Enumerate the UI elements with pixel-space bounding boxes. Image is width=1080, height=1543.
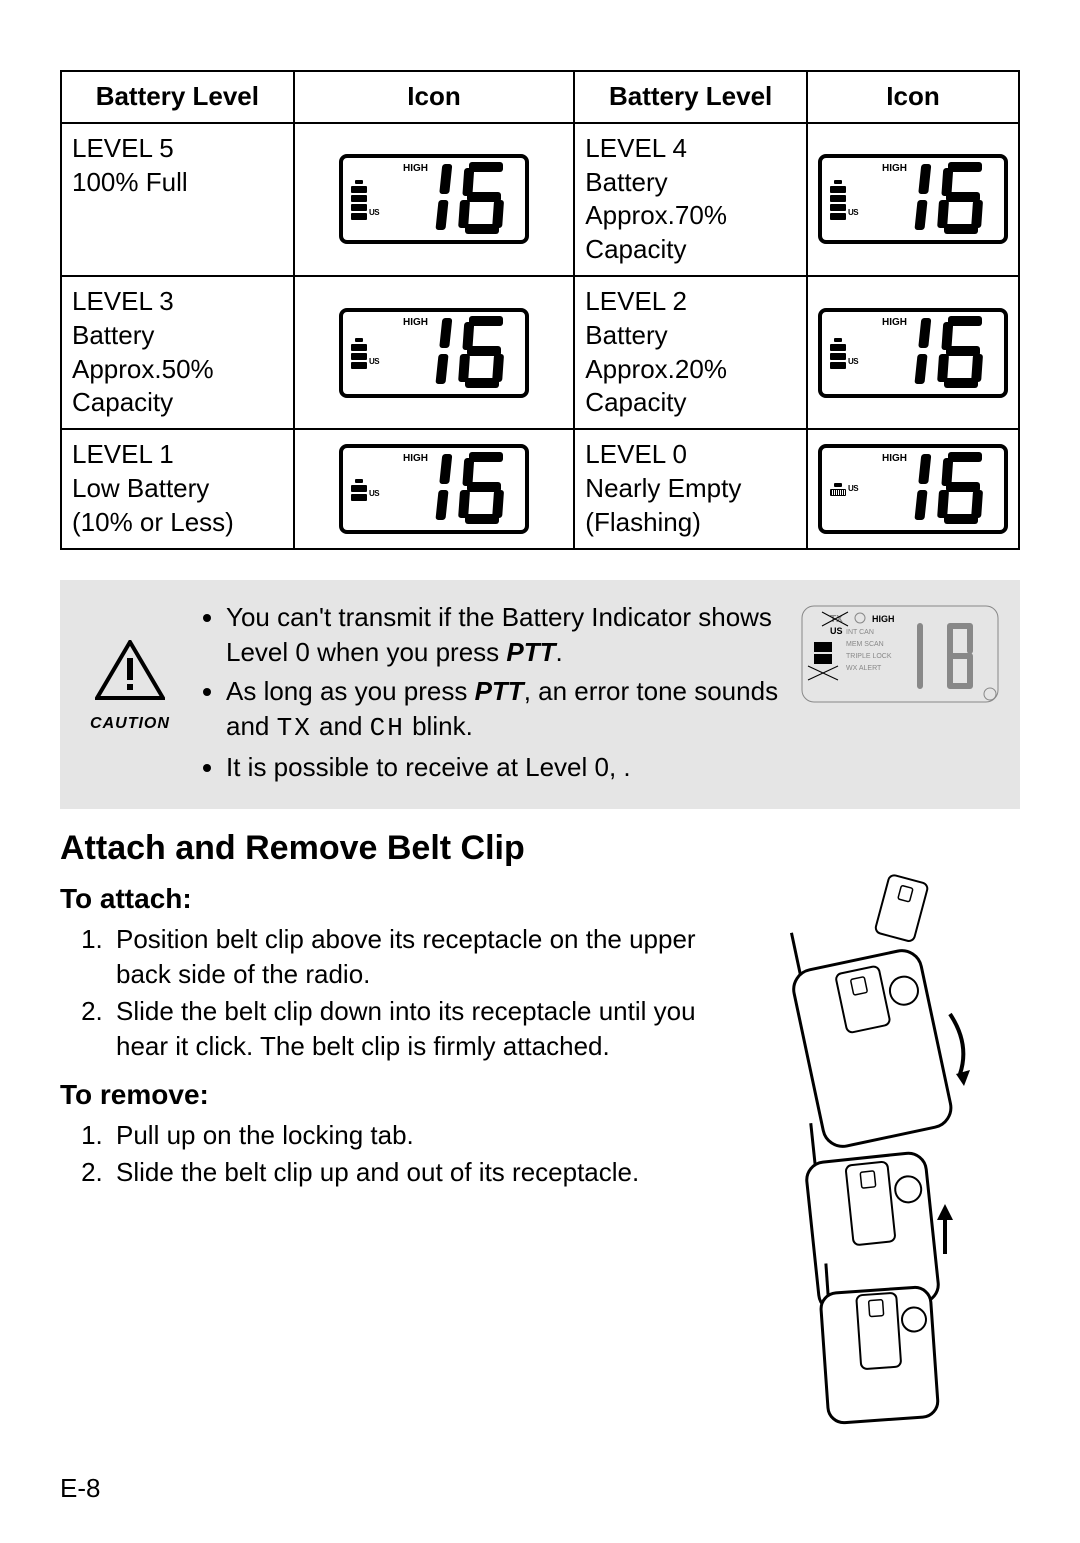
level-description: LEVEL 5100% Full — [61, 123, 294, 276]
level-icon-cell: US HIGH — [294, 123, 575, 276]
caution-label: CAUTION — [80, 713, 180, 735]
high-label: HIGH — [882, 162, 907, 175]
remove-steps-list: Pull up on the locking tab.Slide the bel… — [60, 1118, 700, 1190]
battery-icon: US — [351, 338, 379, 367]
high-label: HIGH — [882, 316, 907, 329]
channel-digits — [429, 312, 519, 399]
battery-icon: US — [351, 180, 379, 218]
remove-step: Slide the belt clip up and out of its re… — [110, 1155, 700, 1190]
channel-digits — [908, 448, 998, 535]
level-description: LEVEL 1Low Battery(10% or Less) — [61, 429, 294, 548]
beltclip-instructions: To attach: Position belt clip above its … — [60, 874, 1020, 1443]
table-row: LEVEL 1Low Battery(10% or Less) US HIGH … — [61, 429, 1019, 548]
lcd-icon: US HIGH — [818, 444, 1008, 534]
header-icon-1: Icon — [294, 71, 575, 123]
lcd-icon: US HIGH — [818, 308, 1008, 398]
page-number: E-8 — [60, 1473, 1020, 1504]
caution-box: CAUTION TX HIGH US INT CAN MEM SCAN TRIP… — [60, 580, 1020, 809]
level-description: LEVEL 4BatteryApprox.70%Capacity — [574, 123, 807, 276]
svg-text:TRIPLE LOCK: TRIPLE LOCK — [846, 653, 892, 660]
mini-lcd-illustration: TX HIGH US INT CAN MEM SCAN TRIPLE LOCK … — [800, 604, 1000, 713]
to-attach-label: To attach: — [60, 880, 700, 918]
caution-bullet: It is possible to receive at Level 0, . — [226, 750, 1000, 785]
belt-clip-illustration — [720, 874, 1020, 1443]
high-label: HIGH — [882, 452, 907, 465]
svg-text:MEM SCAN: MEM SCAN — [846, 641, 884, 648]
battery-level-table: Battery Level Icon Battery Level Icon LE… — [60, 70, 1020, 550]
level-icon-cell: US HIGH — [807, 429, 1019, 548]
level-description: LEVEL 3BatteryApprox.50%Capacity — [61, 276, 294, 429]
battery-icon: US — [830, 338, 858, 367]
high-label: HIGH — [403, 316, 428, 329]
attach-step: Slide the belt clip down into its recept… — [110, 994, 700, 1064]
us-label: US — [369, 357, 379, 367]
table-row: LEVEL 3BatteryApprox.50%Capacity US HIGH… — [61, 276, 1019, 429]
table-row: LEVEL 5100% Full US HIGH LEVEL 4BatteryA… — [61, 123, 1019, 276]
svg-text:INT CAN: INT CAN — [846, 629, 874, 636]
remove-step: Pull up on the locking tab. — [110, 1118, 700, 1153]
channel-digits — [908, 312, 998, 399]
battery-icon: US — [351, 479, 379, 499]
level-icon-cell: US HIGH — [294, 276, 575, 429]
caution-icon-block: CAUTION — [80, 600, 180, 735]
us-label: US — [369, 489, 379, 499]
warning-triangle-icon — [95, 640, 165, 700]
attach-step: Position belt clip above its receptacle … — [110, 922, 700, 992]
caution-text: TX HIGH US INT CAN MEM SCAN TRIPLE LOCK … — [200, 600, 1000, 789]
battery-icon: US — [830, 483, 858, 494]
high-label: HIGH — [403, 452, 428, 465]
lcd-icon: US HIGH — [339, 154, 529, 244]
us-label: US — [369, 208, 379, 218]
us-label: US — [848, 357, 858, 367]
lcd-icon: US HIGH — [818, 154, 1008, 244]
header-icon-2: Icon — [807, 71, 1019, 123]
channel-digits — [429, 158, 519, 245]
battery-icon: US — [830, 180, 858, 218]
channel-digits — [908, 158, 998, 245]
to-remove-label: To remove: — [60, 1076, 700, 1114]
level-icon-cell: US HIGH — [294, 429, 575, 548]
high-label: HIGH — [403, 162, 428, 175]
channel-digits — [429, 448, 519, 535]
svg-text:US: US — [830, 626, 843, 636]
us-label: US — [848, 484, 858, 494]
table-header-row: Battery Level Icon Battery Level Icon — [61, 71, 1019, 123]
level-description: LEVEL 2BatteryApprox.20%Capacity — [574, 276, 807, 429]
lcd-icon: US HIGH — [339, 444, 529, 534]
svg-text:HIGH: HIGH — [872, 614, 895, 624]
header-battery-level-2: Battery Level — [574, 71, 807, 123]
beltclip-heading: Attach and Remove Belt Clip — [60, 829, 1020, 868]
svg-text:WX ALERT: WX ALERT — [846, 665, 882, 672]
level-description: LEVEL 0Nearly Empty(Flashing) — [574, 429, 807, 548]
header-battery-level-1: Battery Level — [61, 71, 294, 123]
level-icon-cell: US HIGH — [807, 123, 1019, 276]
us-label: US — [848, 208, 858, 218]
lcd-icon: US HIGH — [339, 308, 529, 398]
attach-steps-list: Position belt clip above its receptacle … — [60, 922, 700, 1064]
level-icon-cell: US HIGH — [807, 276, 1019, 429]
